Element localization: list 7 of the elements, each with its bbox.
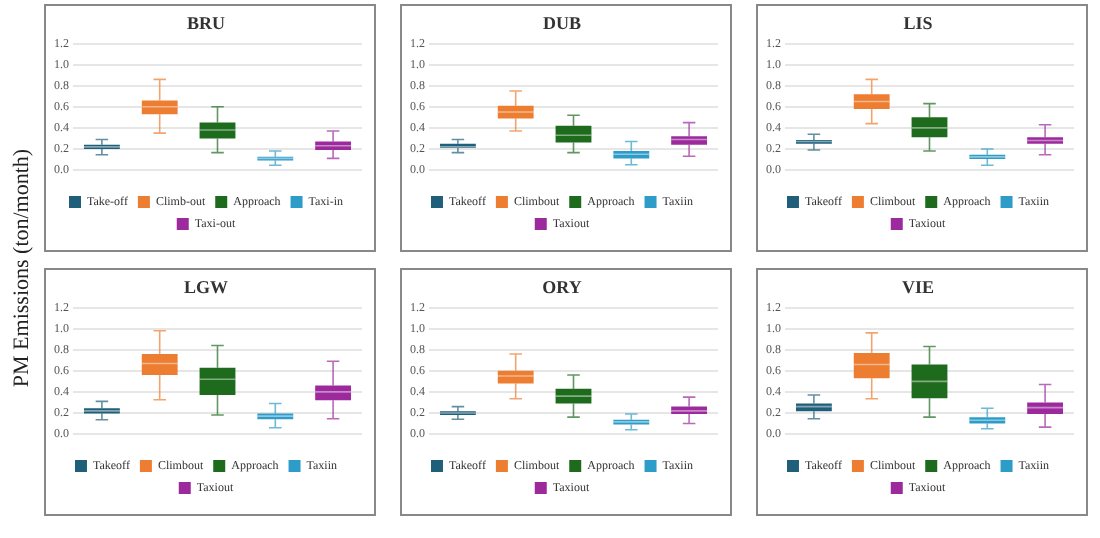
chart-title: BRU [186,13,226,34]
chart-title: VIE [901,277,935,298]
chart-title: LIS [903,13,933,34]
chart-title: DUB [542,13,582,34]
chart-title: ORY [542,277,583,298]
chart-title: LGW [183,277,229,298]
y-axis-title: PM Emissions (ton/month) [10,148,34,388]
